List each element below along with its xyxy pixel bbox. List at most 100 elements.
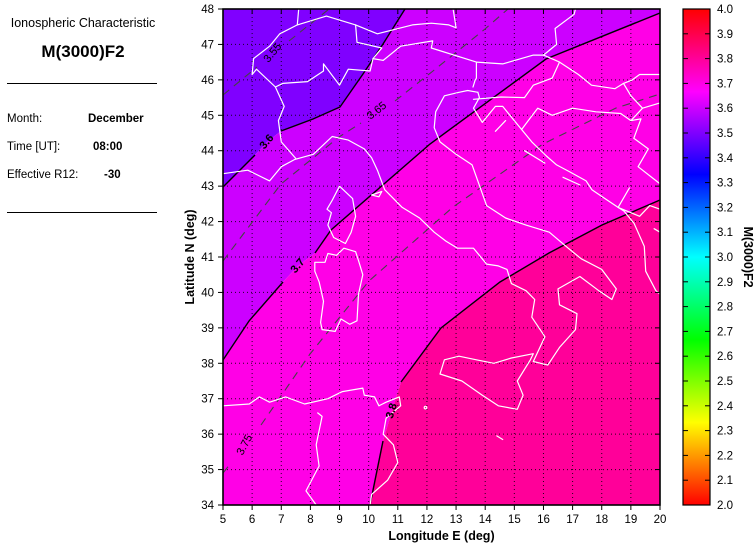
y-tick-label: 47 <box>201 39 214 51</box>
coastline <box>305 412 323 506</box>
colorbar: 4.0 3.9 3.8 3.7 3.6 3.5 3.4 3.3 3.2 3.1 3.0 2.9 2.8 2… <box>682 4 755 512</box>
y-tick-label: 39 <box>201 323 214 335</box>
coastline <box>558 61 661 90</box>
month-value: December <box>88 113 144 125</box>
colorbar-tick-label: 2.6 <box>717 351 733 363</box>
colorbar-tick-label: 3.6 <box>717 103 733 115</box>
contour-line-3.75 <box>222 462 232 474</box>
coastline <box>617 205 661 217</box>
contour-line-3.7 <box>314 12 661 254</box>
panel-subtitle: Ionospheric Characteristic <box>10 16 156 30</box>
fill-band-3.5-3.6 <box>223 9 405 187</box>
contour-line-3.75 <box>260 93 661 426</box>
x-tick-label: 17 <box>566 514 579 526</box>
r12-row: Effective R12: -30 <box>7 169 167 181</box>
x-tick-label: 18 <box>595 514 608 526</box>
month-label: Month: <box>7 113 43 125</box>
r12-value: -30 <box>104 169 121 181</box>
x-tick-label: 12 <box>421 514 434 526</box>
y-tick-label: 37 <box>201 394 214 406</box>
x-axis-label: Longitude E (deg) <box>388 529 494 543</box>
y-tick-label: 43 <box>201 181 214 193</box>
colorbar-tick-label: 2.2 <box>717 450 733 462</box>
panel-title: M(3000)F2 <box>41 42 125 61</box>
colorbar-tick-label: 3.3 <box>717 178 733 190</box>
colorbar-tick-label: 2.0 <box>717 500 733 512</box>
map-border <box>222 8 661 506</box>
panel-divider-top <box>7 83 157 84</box>
fill-band-3.7-3.8 <box>223 13 660 505</box>
x-tick-label: 5 <box>220 514 226 526</box>
info-panel: Ionospheric Characteristic M(3000)F2 Mon… <box>0 0 185 551</box>
coastline <box>653 228 661 233</box>
y-tick-label: 41 <box>201 252 214 264</box>
coastline <box>617 187 630 208</box>
colorbar-tick-label: 3.8 <box>717 54 733 66</box>
fill-band-3.6-3.7 <box>223 9 660 360</box>
contour-line-3.6 <box>280 8 406 132</box>
y-tick-label: 36 <box>201 429 214 441</box>
coastline <box>274 40 477 160</box>
x-tick-label: 8 <box>307 514 313 526</box>
y-tick-label: 35 <box>201 465 214 477</box>
time-value: 08:00 <box>93 141 123 153</box>
coastline <box>326 185 357 245</box>
month-row: Month: December <box>7 113 167 125</box>
coastline <box>222 89 617 366</box>
colorbar-border <box>682 8 711 506</box>
coastline <box>439 353 534 410</box>
coastline <box>521 107 661 185</box>
coastline <box>472 91 661 295</box>
colorbar-tick-label: 3.0 <box>717 252 733 264</box>
island-dot <box>423 405 428 410</box>
y-tick-label: 38 <box>201 358 214 370</box>
map-area: 3.553.63.653.73.753.85 6 7 8 9 10 11 12 13 14 15 16… <box>183 4 666 543</box>
y-tick-label: 45 <box>201 110 214 122</box>
time-row: Time [UT]: 08:00 <box>7 141 167 153</box>
colorbar-label: M(3000)F2 <box>741 226 755 287</box>
colorbar-tick-label: 3.1 <box>717 227 733 239</box>
x-tick-label: 6 <box>249 514 255 526</box>
contour-line-3.65 <box>222 122 362 262</box>
x-tick-label: 11 <box>392 514 404 526</box>
colorbar-tick-label: 2.4 <box>717 401 734 413</box>
colorbar-tick-label: 2.9 <box>717 277 733 289</box>
colorbar-tick-label: 3.7 <box>717 78 733 90</box>
coastlines <box>222 8 661 506</box>
coastline <box>222 387 402 506</box>
contour-line-3.7 <box>222 281 284 361</box>
panel-divider-bottom <box>7 212 157 213</box>
colorbar-tick-label: 2.1 <box>717 475 733 487</box>
coastline <box>314 247 364 332</box>
coastline <box>475 8 577 65</box>
coastline <box>251 15 383 88</box>
x-tick-label: 16 <box>537 514 550 526</box>
coastline <box>296 8 300 26</box>
y-tick-label: 48 <box>201 4 214 16</box>
y-axis-label: Latitude N (deg) <box>183 209 197 304</box>
x-tick-label: 15 <box>508 514 521 526</box>
y-tick-label: 40 <box>201 287 214 299</box>
coastline <box>641 102 661 109</box>
y-tick-label: 44 <box>201 146 214 158</box>
coastline <box>496 435 504 441</box>
y-tick-label: 46 <box>201 75 214 87</box>
x-tick-label: 13 <box>450 514 463 526</box>
contour-line-3.65 <box>394 8 509 102</box>
x-tick-label: 20 <box>654 514 667 526</box>
time-label: Time [UT]: <box>7 141 61 153</box>
r12-label: Effective R12: <box>7 169 79 181</box>
colorbar-tick-label: 3.4 <box>717 153 734 165</box>
coastline <box>494 119 507 132</box>
x-tick-label: 9 <box>336 514 342 526</box>
contour-label-3.8: 3.8 <box>384 402 400 420</box>
colorbar-tick-label: 2.7 <box>717 326 733 338</box>
colorbar-tick-label: 3.9 <box>717 29 733 41</box>
x-tick-label: 7 <box>278 514 284 526</box>
coastline <box>523 150 546 164</box>
y-tick-label: 34 <box>201 500 214 512</box>
coastline <box>371 190 383 198</box>
colorbar-tick-label: 4.0 <box>717 4 733 16</box>
